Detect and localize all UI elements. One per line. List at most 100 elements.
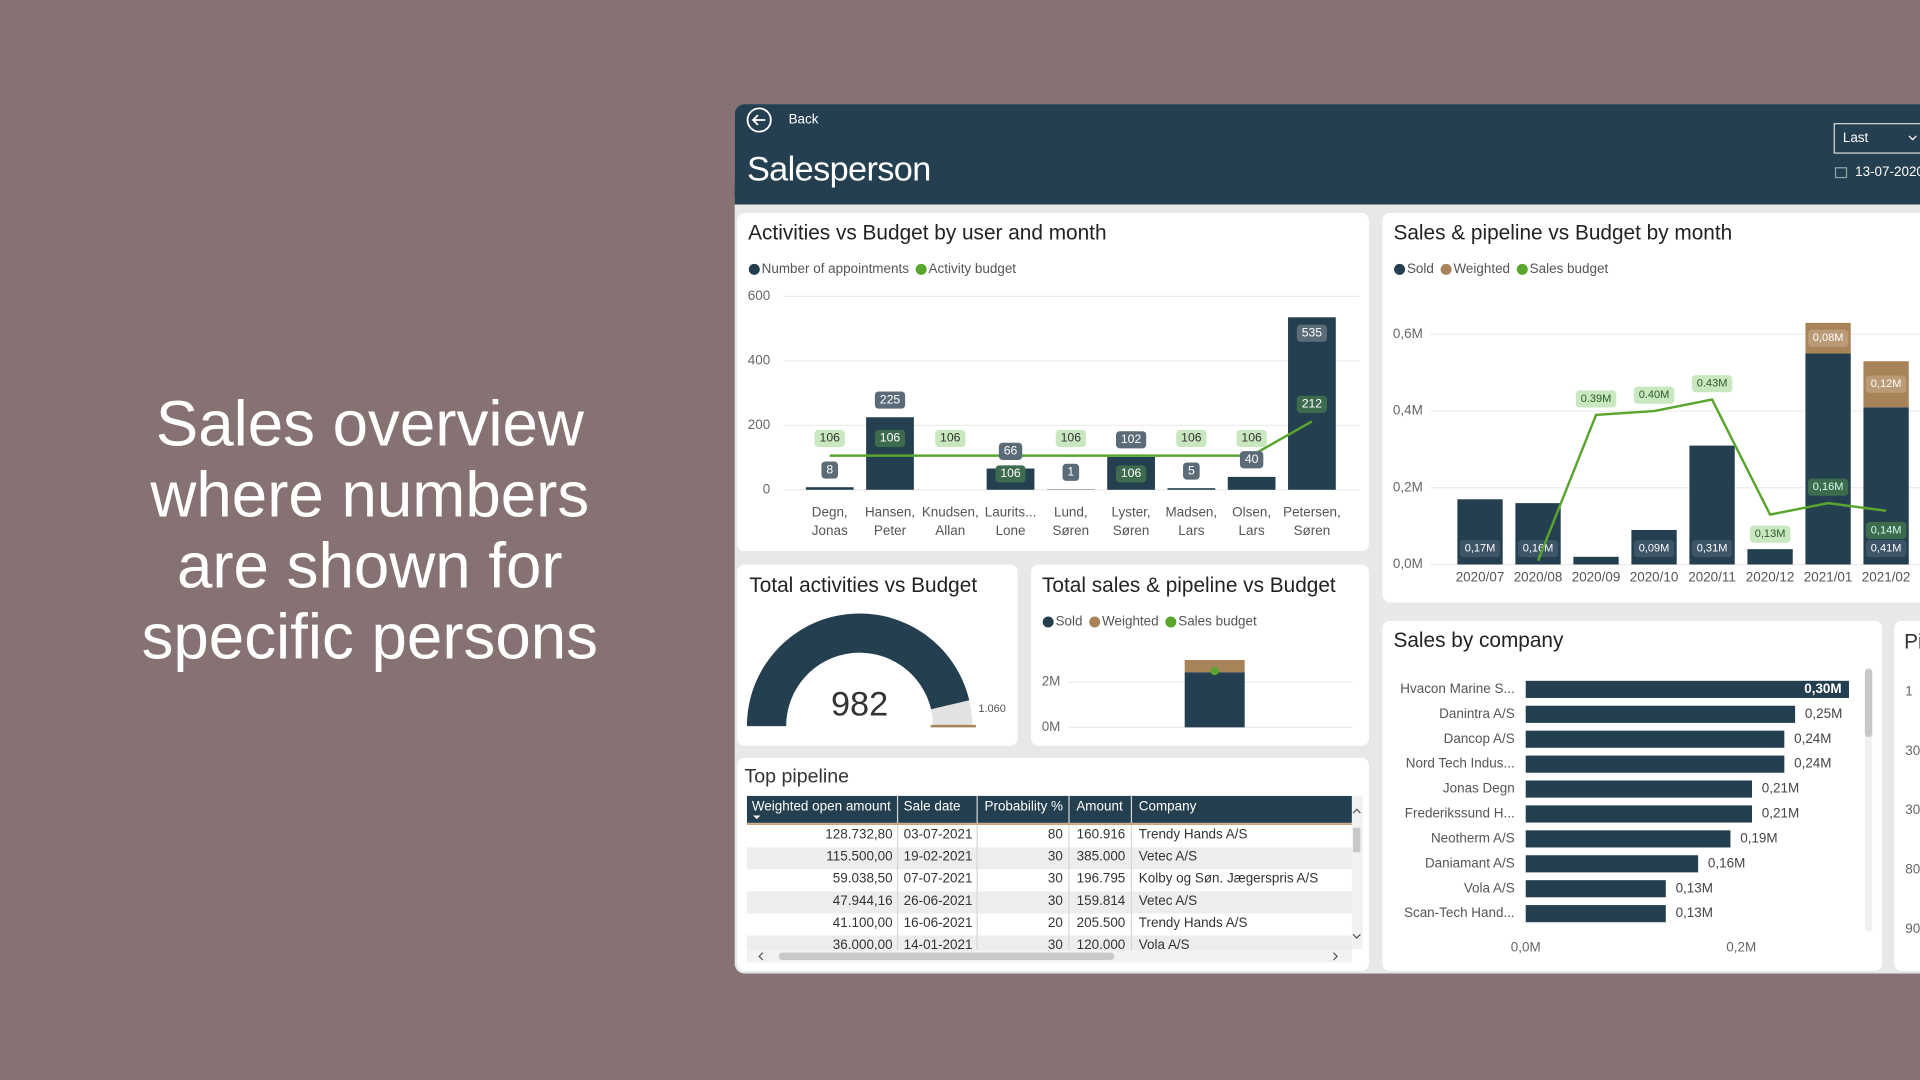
table-cell: 196.795: [1077, 871, 1126, 886]
bar-label: 1: [1067, 465, 1074, 479]
x-tick-label: Peter: [874, 523, 907, 538]
scroll-thumb[interactable]: [1864, 668, 1873, 738]
bar: [1525, 680, 1849, 698]
table-cell: 07-07-2021: [904, 871, 973, 886]
legend-swatch: [1516, 263, 1528, 275]
back-button[interactable]: Back: [746, 107, 819, 133]
budget-label-bg: [1296, 395, 1328, 413]
bar-label: 66: [1004, 444, 1018, 458]
back-label[interactable]: Back: [789, 112, 819, 127]
table-cell: 20: [1048, 915, 1063, 930]
budget-label-bg: [1691, 375, 1733, 393]
table-cell: 59.038,50: [833, 871, 893, 886]
bar-label-bg: [1115, 431, 1147, 449]
category-label: Dancop A/S: [1444, 731, 1515, 746]
bar-label: 0,08M: [1813, 332, 1844, 344]
gauge-value: [746, 613, 970, 727]
sort-indicator: [753, 815, 761, 820]
table-cell: 47.944,16: [833, 893, 893, 908]
x-tick-label: Lyster,: [1112, 505, 1151, 520]
scroll-arrows[interactable]: [1352, 808, 1361, 939]
value-label: 0,19M: [1740, 830, 1777, 845]
legend-swatch: [915, 263, 927, 275]
bar-label-bg: [874, 391, 906, 409]
budget-label: 106: [820, 431, 841, 445]
card: [1894, 620, 1920, 972]
y-tick-label: 0M: [1042, 719, 1061, 734]
date-label[interactable]: 13-07-2020: [1855, 164, 1920, 179]
bar-label-bg: [1062, 463, 1080, 481]
budget-label-bg: [1749, 525, 1791, 543]
value-label: 0,25M: [1805, 706, 1842, 721]
bar: [805, 487, 854, 490]
legend-label: Weighted: [1453, 261, 1510, 276]
budget-label: 106: [1000, 466, 1021, 480]
hscroll-arrows[interactable]: [758, 952, 1339, 961]
headline-line: specific persons: [142, 601, 598, 672]
category-label: Neotherm A/S: [1431, 830, 1515, 845]
headline-line: are shown for: [177, 530, 563, 601]
category-label: Jonas Degn: [1443, 781, 1515, 796]
headline-line: Sales overview: [156, 388, 585, 459]
table-hscroll-thumb[interactable]: [778, 952, 1115, 960]
bar-segment: [1184, 659, 1245, 673]
bar: [1525, 805, 1752, 823]
column-header: Sale date: [904, 799, 961, 814]
table-cell: 115.500,00: [826, 849, 892, 864]
budget-label-bg: [1055, 429, 1086, 448]
x-tick-label: 2020/07: [1456, 570, 1505, 585]
table-cell: 160.916: [1077, 827, 1126, 842]
bar: [1525, 880, 1666, 898]
bar-label-bg: [821, 461, 839, 479]
legend-swatch: [1394, 263, 1406, 275]
period-dropdown[interactable]: Last: [1833, 123, 1920, 154]
back-icon[interactable]: [746, 107, 772, 133]
bar-segment: [1184, 672, 1245, 728]
partial-title: Pi: [1904, 630, 1920, 653]
category-label: Nord Tech Indus...: [1406, 756, 1515, 771]
partial-axis-label: 1: [1905, 683, 1912, 698]
table-cell: 205.500: [1077, 915, 1126, 930]
bar-label: 0,31M: [1697, 542, 1728, 554]
bar: [1525, 905, 1666, 923]
bar-label-bg: [1296, 324, 1328, 342]
table-vscroll-thumb[interactable]: [1353, 827, 1361, 853]
value-label: 0,16M: [1708, 855, 1745, 870]
value-label: 0,24M: [1794, 756, 1831, 771]
bar-label-bg: [998, 442, 1023, 460]
category-label: Daniamant A/S: [1425, 855, 1515, 870]
bar-label-bg: [1459, 540, 1501, 558]
dropdown-label[interactable]: Last: [1843, 130, 1869, 145]
budget-line: [1536, 398, 1887, 562]
chart-title: Activities vs Budget by user and month: [748, 221, 1106, 244]
table-cell: 16-06-2021: [904, 915, 973, 930]
back-arrow: [751, 114, 766, 126]
calendar-icon[interactable]: [1834, 167, 1848, 179]
table-vscroll[interactable]: [1351, 795, 1363, 949]
table-cell: Vetec A/S: [1139, 849, 1197, 864]
budget-label: 106: [1181, 431, 1202, 445]
bar: [1525, 730, 1785, 748]
budget-label: 106: [1241, 431, 1262, 445]
chart-title: Sales & pipeline vs Budget by month: [1393, 221, 1732, 244]
bar-segment: [1747, 549, 1793, 565]
legend-swatch: [1440, 263, 1452, 275]
legend-label: Sold: [1056, 614, 1083, 629]
y-tick-label: 0: [763, 481, 770, 496]
dropdown-box[interactable]: [1833, 123, 1920, 154]
budget-label-bg: [1575, 390, 1617, 408]
budget-label-bg: [1807, 478, 1849, 496]
bar-label-bg: [1865, 375, 1907, 393]
bar-label-bg: [1633, 540, 1675, 558]
budget-label: 0.40M: [1639, 389, 1670, 401]
legend-swatch: [1042, 616, 1054, 628]
category-label: Vola A/S: [1464, 880, 1515, 895]
table-cell: 14-01-2021: [904, 937, 973, 952]
budget-label-bg: [1176, 429, 1207, 448]
card: [1031, 564, 1369, 746]
chart-title: Sales by company: [1393, 629, 1564, 652]
header-base: [734, 183, 1920, 205]
bar-label: 0,12M: [1871, 378, 1902, 390]
